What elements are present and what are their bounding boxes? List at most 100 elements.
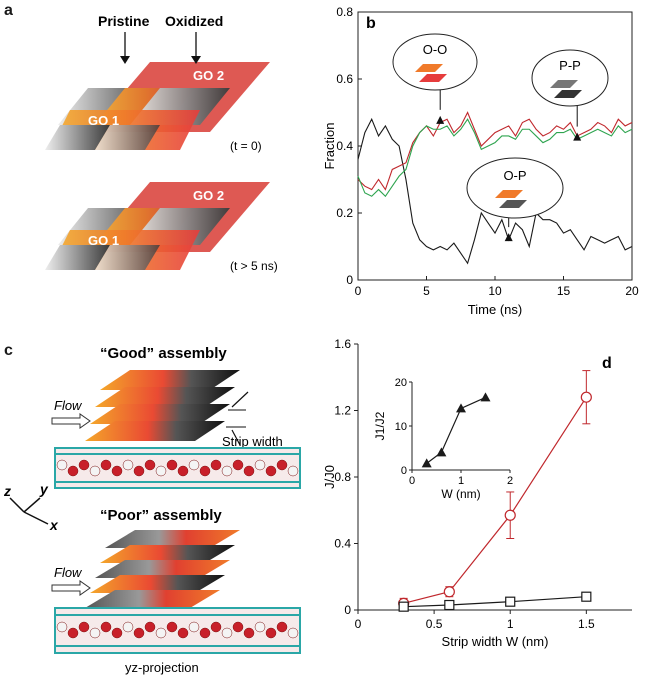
x-tick-label: 0	[355, 284, 362, 298]
y-tick-label: 0.8	[336, 5, 353, 19]
molecule-bead	[276, 459, 288, 471]
poor-assembly-title: “Poor” assembly	[100, 507, 222, 524]
inset-data-point	[480, 392, 491, 402]
molecule-bead	[210, 459, 222, 471]
x-tick-label: 1.5	[578, 617, 595, 631]
annotation-bubble	[531, 49, 609, 107]
inset-y-tick-label: 10	[395, 421, 407, 433]
series-line-0	[403, 396, 587, 604]
strip-width-label: Strip width	[222, 434, 283, 449]
annotation-label: O-O	[423, 42, 448, 57]
series-line-0	[357, 117, 633, 265]
sheet-pair-t5ns	[45, 182, 270, 270]
molecule-bead	[56, 459, 68, 471]
chart-d: d 0 0.5 1 1.5 0 0.4 0.8 1.2 1.6 Strip width W (nm)…	[322, 337, 632, 649]
molecule-bead	[232, 459, 244, 471]
molecule-bead	[287, 627, 299, 639]
molecule-bead	[166, 459, 178, 471]
inset-x-tick-label: 0	[409, 475, 415, 487]
panel-a-label: a	[4, 2, 13, 19]
molecule-bead	[265, 627, 277, 639]
y-tick-label: 0.8	[334, 470, 351, 484]
molecule-bead	[232, 621, 244, 633]
annotation-arrowhead	[504, 233, 513, 242]
molecule-bead	[243, 465, 255, 477]
y-tick-label: 1.2	[334, 404, 351, 418]
inset-x-tick-label: 2	[507, 475, 513, 487]
molecule-bead	[155, 627, 167, 639]
molecule-bead	[155, 465, 167, 477]
molecule-bead	[254, 459, 266, 471]
data-point	[505, 596, 516, 607]
panel-a-illustration: Pristine Oxidized GO 2 GO 1 (t = 0) GO 2…	[45, 13, 278, 273]
flow-label-poor: Flow	[54, 565, 83, 580]
go1-label-top: GO 1	[88, 113, 119, 128]
annotation-bubble	[466, 157, 564, 219]
molecule-bead	[188, 459, 200, 471]
molecule-bead	[122, 621, 134, 633]
sheet-pair-glyph	[499, 200, 527, 208]
x-tick-label: 0.5	[426, 617, 443, 631]
good-projection	[54, 447, 301, 489]
x-tick-label: 15	[557, 284, 571, 298]
molecule-bead	[199, 465, 211, 477]
y-axis-label: J/J0	[322, 465, 337, 489]
panel-c: c “Good” assembly Strip width Flow	[0, 330, 330, 682]
panel-b-label: b	[366, 15, 376, 32]
series-line-1	[357, 111, 633, 191]
poor-assembly-stack	[85, 530, 240, 608]
y-tick-label: 0.6	[336, 72, 353, 86]
axis-x-label: x	[49, 517, 59, 533]
molecule-bead	[254, 621, 266, 633]
good-assembly-title: “Good” assembly	[100, 345, 227, 362]
yz-projection-label: yz-projection	[125, 660, 199, 675]
molecule-bead	[111, 465, 123, 477]
axis-y-label: y	[39, 481, 49, 497]
pristine-label: Pristine	[98, 13, 150, 29]
axes-triad: z y x	[3, 481, 59, 533]
molecule-bead	[100, 459, 112, 471]
x-tick-label: 10	[488, 284, 502, 298]
x-tick-label: 0	[355, 617, 362, 631]
series-line-1	[403, 596, 587, 608]
time-label-top: (t = 0)	[230, 139, 262, 153]
panel-d: d 0 0.5 1 1.5 0 0.4 0.8 1.2 1.6 Strip width W (nm)…	[320, 330, 650, 682]
data-point	[581, 591, 592, 602]
inset-y-axis-label: J1/J2	[373, 411, 387, 440]
molecule-bead	[166, 621, 178, 633]
inset-y-tick-label: 20	[395, 377, 407, 389]
molecule-bead	[133, 627, 145, 639]
inset-x-axis-label: W (nm)	[441, 487, 480, 501]
flow-arrow-good	[51, 413, 91, 429]
molecule-bead	[100, 621, 112, 633]
molecule-bead	[89, 627, 101, 639]
panel-c-label: c	[4, 342, 13, 359]
molecule-bead	[133, 465, 145, 477]
molecule-bead	[221, 627, 233, 639]
sheet-pair-glyph	[415, 64, 443, 72]
molecule-bead	[67, 465, 79, 477]
x-tick-label: 1	[507, 617, 514, 631]
molecule-bead	[221, 465, 233, 477]
y-tick-label: 0	[344, 603, 351, 617]
time-label-bottom: (t > 5 ns)	[230, 259, 278, 273]
chart-b: b 0 5 10 15 20 0 0.2 0.4 0.6 0.8 Time (ns) Fraction O…	[322, 5, 639, 317]
data-point	[580, 391, 592, 403]
panel-c-illustration: “Good” assembly Strip width Flow z y	[3, 345, 301, 675]
molecule-bead	[199, 627, 211, 639]
molecule-bead	[210, 621, 222, 633]
go1-label-bottom: GO 1	[88, 233, 119, 248]
annotation-bubble	[392, 33, 478, 91]
molecule-bead	[276, 621, 288, 633]
molecule-bead	[122, 459, 134, 471]
data-point	[398, 601, 409, 612]
molecule-bead	[78, 459, 90, 471]
molecule-bead	[144, 459, 156, 471]
inset-y-tick-label: 0	[401, 465, 407, 477]
sheet-pair-glyph	[554, 90, 582, 98]
inset-data-point	[456, 403, 466, 413]
x-axis-label: Time (ns)	[468, 302, 522, 317]
molecule-bead	[177, 465, 189, 477]
molecule-bead	[188, 621, 200, 633]
molecule-bead	[78, 621, 90, 633]
